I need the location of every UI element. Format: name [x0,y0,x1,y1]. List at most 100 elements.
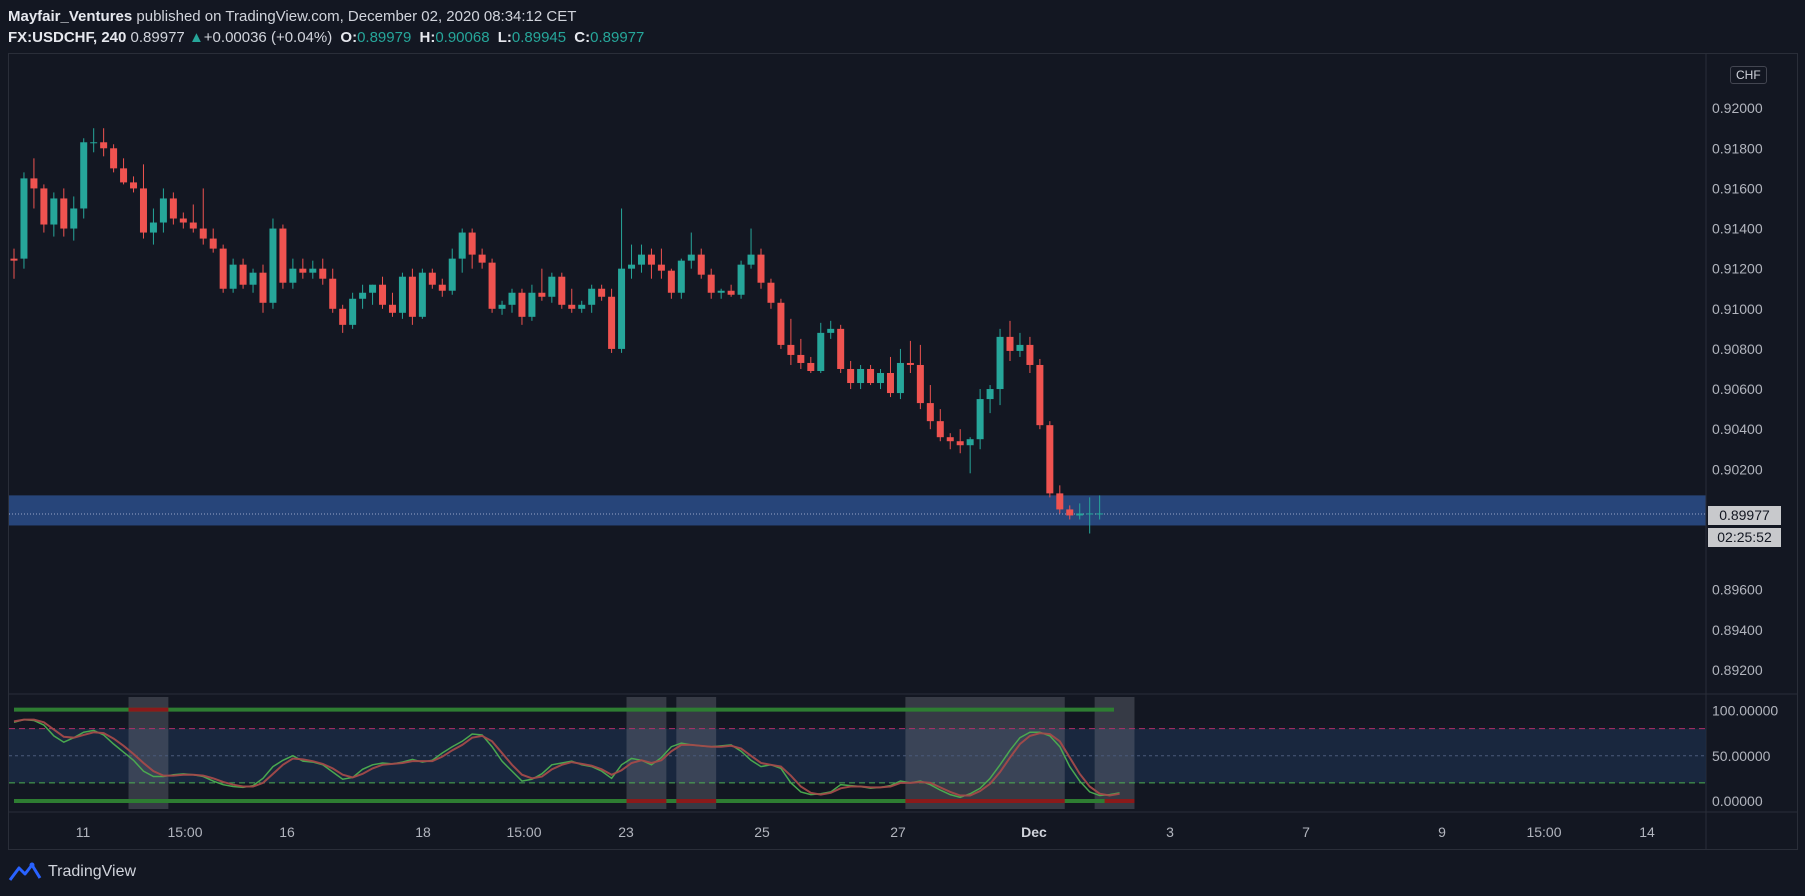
close-label: C: [574,29,591,46]
candle-body [20,178,28,259]
last-price: 0.89977 [130,29,185,46]
change-value: +0.00036 (+0.04%) [203,29,333,46]
candle-body [578,304,586,309]
time-tick-label: 25 [754,824,770,840]
candle-body [468,232,476,255]
candle-body [329,278,337,309]
candle-body [458,232,466,259]
candle-body [657,264,665,271]
oscillator-series-line [13,718,1120,797]
published-text: published on TradingView.com, December 0… [136,8,577,25]
high-value: 0.90068 [435,29,490,46]
candle-body [538,292,546,297]
candle-body [1076,513,1084,516]
candles-group [10,128,1104,534]
candle-body [1026,344,1034,365]
price-tick-label: 0.89400 [1712,622,1763,638]
price-tick-label: 0.91000 [1712,301,1763,317]
price-tick-label: 0.90800 [1712,341,1763,357]
price-tick-label: 0.90200 [1712,461,1763,477]
candle-body [558,276,566,305]
time-tick-label: 15:00 [506,824,541,840]
candle-body [1036,364,1044,426]
candle-body [359,292,367,299]
candle-body [727,290,735,295]
candle-body [717,290,725,293]
publish-info: Mayfair_Ventures published on TradingVie… [8,8,576,25]
candle-body [857,368,865,384]
chart-frame [8,53,1798,850]
candle-body [149,222,157,233]
candle-body [239,264,247,285]
candle-body [548,276,556,297]
candle-body [40,188,48,225]
candle-body [60,198,68,229]
ohlc-legend: FX:USDCHF, 240 0.89977 ▲+0.00036 (+0.04%… [8,29,644,46]
high-label: H: [419,29,436,46]
candle-body [289,268,297,283]
candle-body [896,362,904,394]
candle-body [1046,425,1054,494]
candle-body [229,264,237,289]
time-tick-label: 23 [618,824,634,840]
candle-body [10,258,18,261]
candle-body [737,264,745,295]
candle-body [398,276,406,313]
candle-body [847,368,855,384]
candle-body [349,298,357,325]
candle-body [339,308,347,325]
time-axis: 11 15:00 16 18 15:00 23 25 27 Dec 3 7 9 15:00 14 [76,824,1655,840]
currency-badge[interactable]: CHF [1730,66,1767,84]
candle-body [1086,513,1094,515]
candle-body [408,276,416,317]
publisher-name[interactable]: Mayfair_Ventures [8,8,133,25]
candle-body [528,292,536,317]
candle-body [50,198,58,225]
candle-body [966,439,974,446]
time-tick-label: 7 [1302,824,1310,840]
time-tick-label: 18 [415,824,431,840]
candle-body [598,288,606,297]
candle-body [179,218,187,223]
countdown-tag: 02:25:52 [1708,528,1781,547]
time-tick-label: 3 [1166,824,1174,840]
time-tick-label: Dec [1021,824,1047,840]
candle-body [388,304,396,313]
time-tick-label: 16 [279,824,295,840]
candle-body [90,142,98,144]
price-tag: 0.89977 [1708,506,1781,525]
candle-body [647,254,655,265]
price-tick-label: 0.91600 [1712,180,1763,196]
candle-body [249,272,257,285]
time-tick-label: 15:00 [167,824,202,840]
candle-body [807,362,815,371]
symbol-label[interactable]: FX:USDCHF, 240 [8,29,127,46]
candle-body [946,437,954,442]
time-tick-label: 15:00 [1526,824,1561,840]
candle-body [697,254,705,275]
candle-body [936,421,944,438]
candle-body [667,270,675,293]
candle-body [319,268,327,279]
time-tick-label: 9 [1438,824,1446,840]
candle-body [130,182,138,189]
open-label: O: [340,29,358,46]
oscillator-tick-label: 100.00000 [1712,703,1778,719]
candle-body [767,282,775,303]
time-tick-label: 27 [890,824,906,840]
candle-body [428,272,436,285]
candle-body [100,142,108,149]
candle-body [199,228,207,239]
candle-body [687,254,695,261]
candle-body [189,222,197,229]
brand-name: TradingView [48,863,137,880]
tradingview-logo-icon [8,862,42,881]
shaded-zone [626,697,667,809]
candle-body [1066,509,1074,516]
candle-body [926,403,934,422]
shaded-zone [1094,697,1135,809]
brand-footer[interactable]: TradingView [8,860,136,884]
candle-body [80,142,88,209]
candle-body [488,262,496,309]
